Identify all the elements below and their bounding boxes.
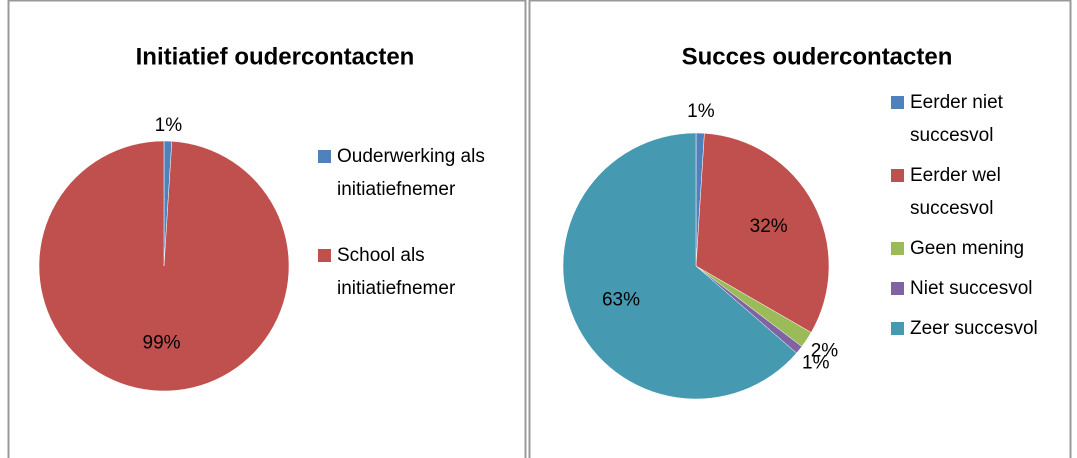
- panel-border: [7, 0, 527, 458]
- data-label: 1%: [155, 115, 183, 136]
- legend-swatch: [891, 169, 904, 182]
- legend-label: School als initiatiefnemer: [337, 245, 456, 299]
- data-label: 63%: [602, 289, 640, 310]
- legend-swatch: [318, 150, 331, 163]
- chart-title: Initiatief oudercontacten: [136, 43, 415, 70]
- legend-swatch: [891, 322, 904, 335]
- text-line: Niet succesvol: [910, 278, 1033, 299]
- text-line: Eerder niet: [910, 92, 1004, 113]
- text-line: initiatiefnemer: [337, 278, 456, 299]
- text-line: Eerder wel: [910, 165, 1001, 186]
- legend-label: Niet succesvol: [910, 278, 1033, 299]
- data-label: 99%: [143, 332, 181, 353]
- pie-slice: [562, 132, 797, 400]
- text-line: Ouderwerking als: [337, 146, 485, 167]
- data-label: 2%: [811, 340, 839, 361]
- text-line: Zeer succesvol: [910, 318, 1038, 339]
- data-label: 1%: [687, 101, 715, 122]
- legend-swatch: [891, 242, 904, 255]
- text-line: initiatiefnemer: [337, 179, 456, 200]
- panel-border: [528, 0, 1072, 458]
- data-label: 32%: [750, 216, 788, 237]
- legend-label: Ouderwerking als initiatiefnemer: [337, 146, 485, 200]
- text-line: School als: [337, 245, 425, 266]
- pie-slice: [695, 133, 830, 333]
- text-line: Geen mening: [910, 238, 1024, 259]
- chart-title: Succes oudercontacten: [682, 43, 953, 70]
- text-line: succesvol: [910, 198, 993, 219]
- pie-slice: [38, 140, 290, 392]
- data-label: 1%: [802, 352, 830, 373]
- legend-swatch: [891, 96, 904, 109]
- legend-label: Eerder wel succesvol: [910, 165, 1001, 219]
- legend-label: Geen mening: [910, 238, 1024, 259]
- legend-label: Zeer succesvol: [910, 318, 1038, 339]
- legend-label: Eerder niet succesvol: [910, 92, 1004, 146]
- text-line: succesvol: [910, 125, 993, 146]
- legend-swatch: [891, 282, 904, 295]
- legend-swatch: [318, 249, 331, 262]
